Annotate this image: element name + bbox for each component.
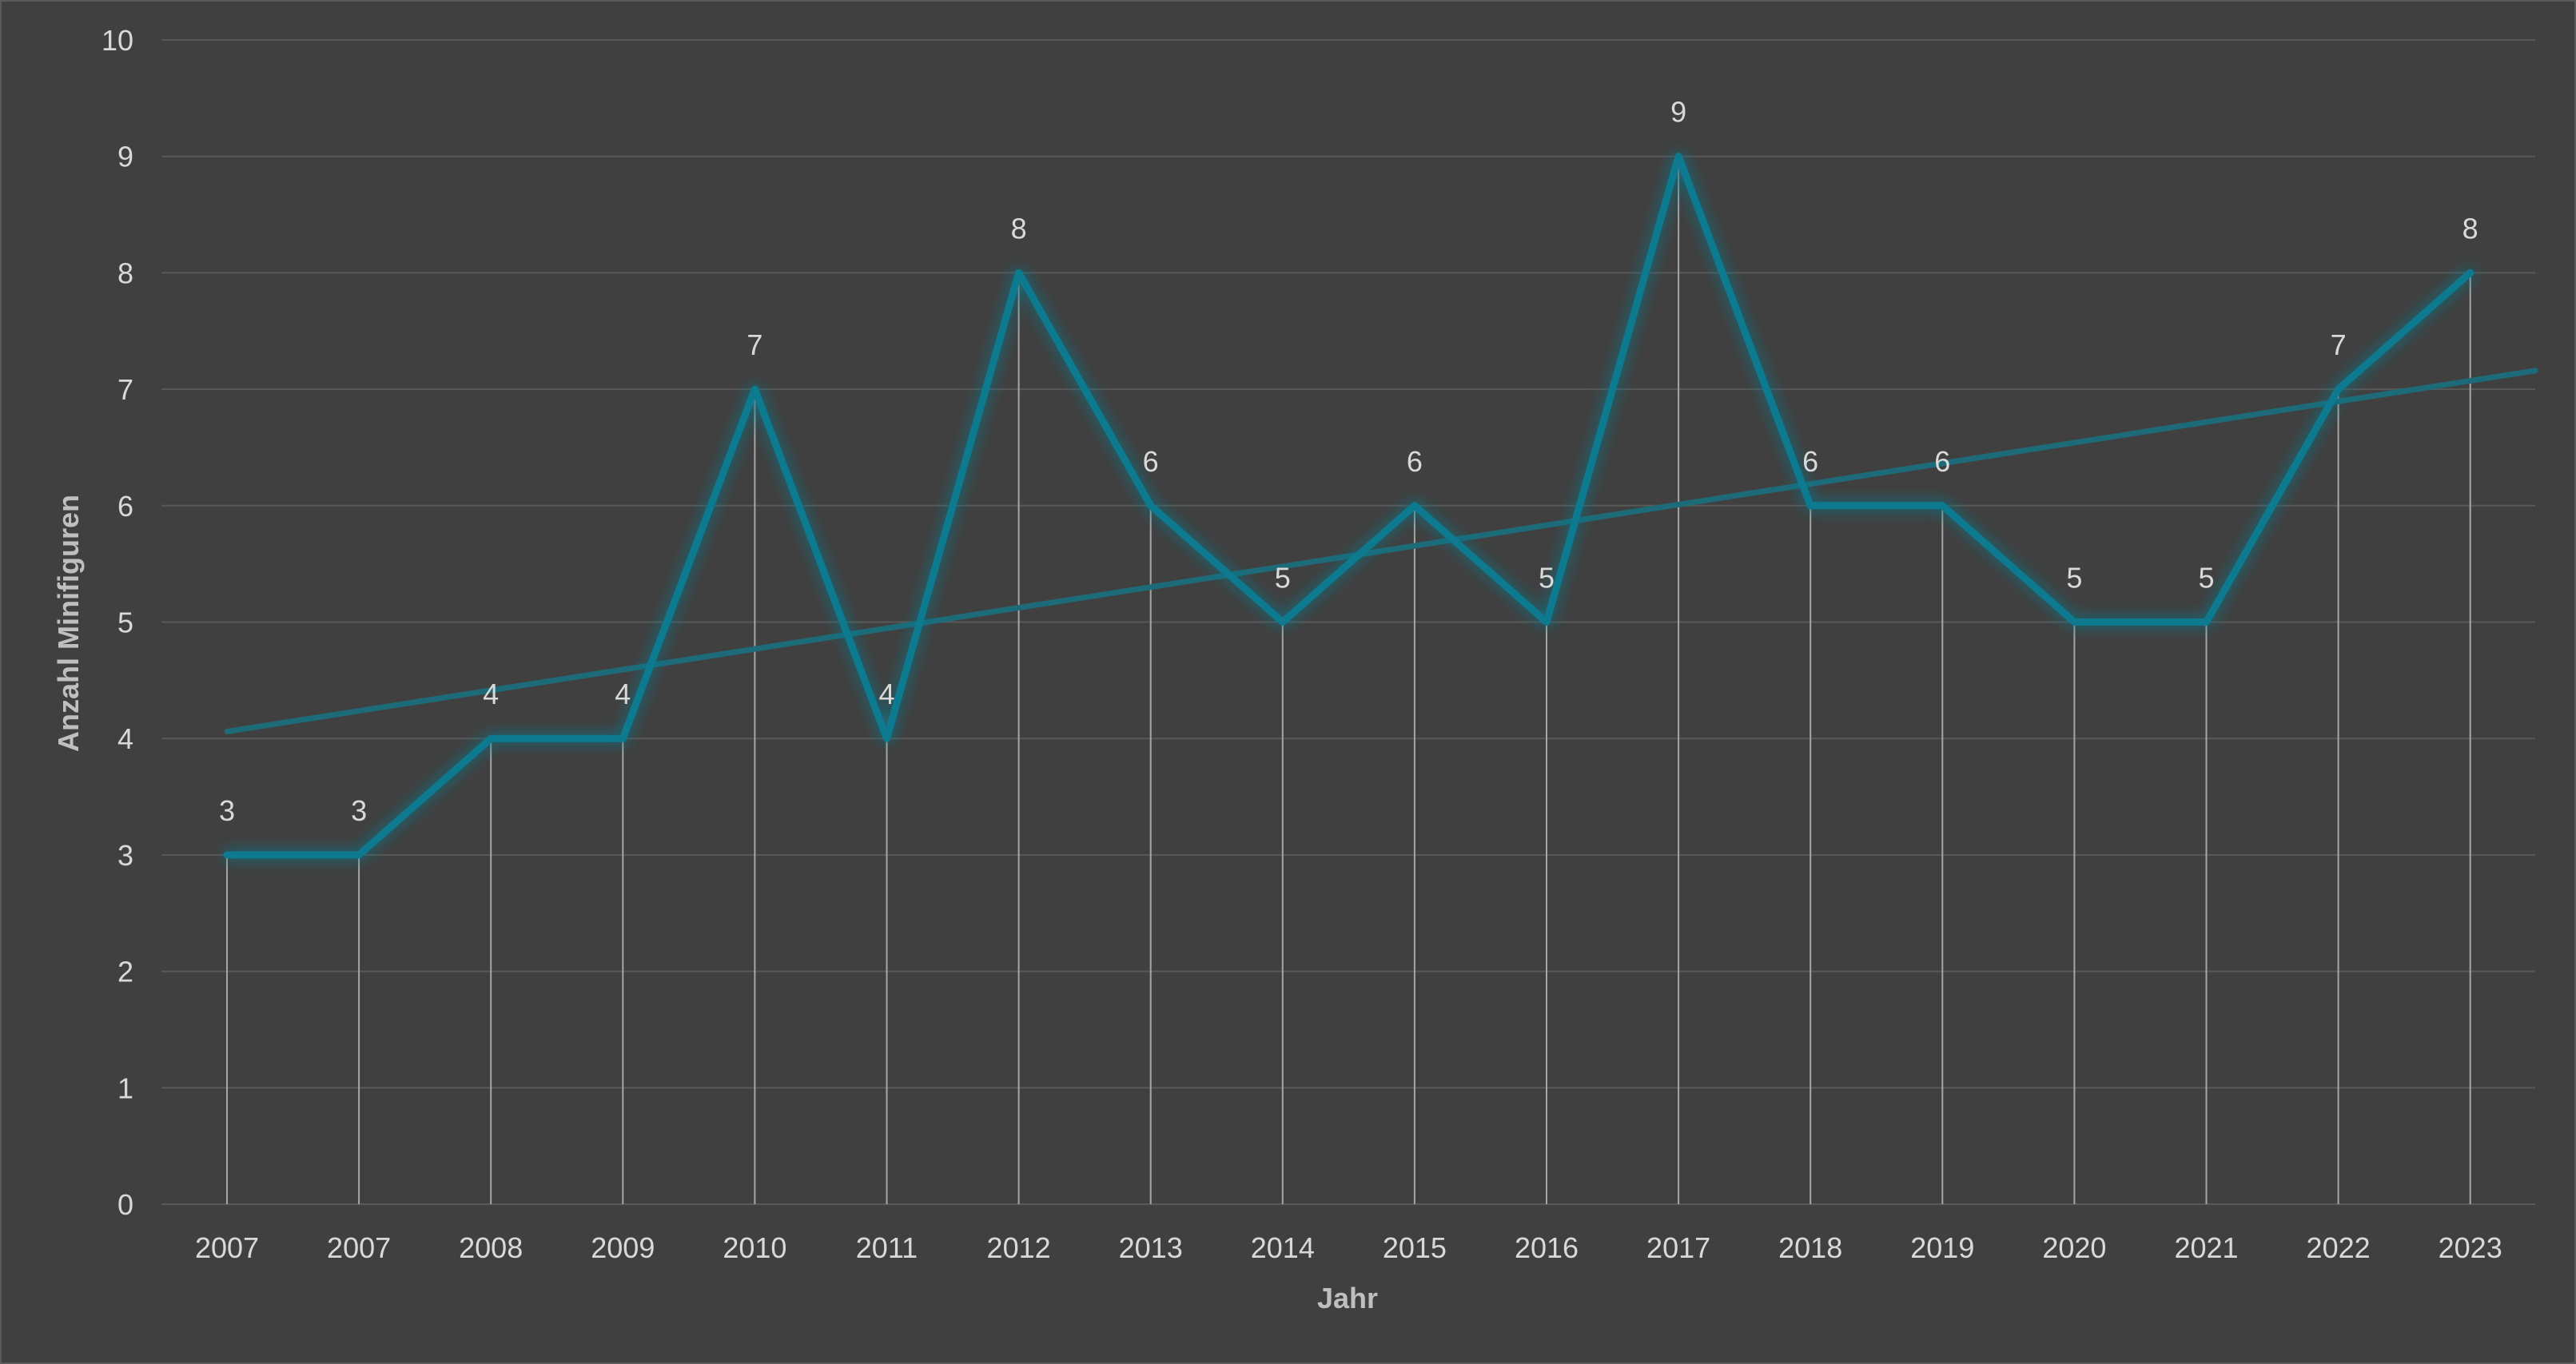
x-tick-label: 2011 (856, 1231, 918, 1264)
x-tick-label: 2009 (591, 1231, 655, 1264)
y-tick-label: 6 (117, 490, 133, 523)
x-tick-label: 2007 (327, 1231, 391, 1264)
y-axis-title: Anzahl Minifiguren (52, 495, 85, 752)
data-point (886, 738, 888, 740)
data-point (1810, 504, 1812, 507)
y-axis-tick-labels: 0 1 2 3 4 5 6 7 8 9 10 (102, 24, 133, 1221)
x-tick-label: 2016 (1515, 1231, 1579, 1264)
data-point (2337, 388, 2339, 391)
x-tick-label: 2008 (459, 1231, 523, 1264)
drop-lines (226, 156, 2471, 1204)
trendline-group (224, 368, 2538, 734)
x-tick-label: 2012 (987, 1231, 1051, 1264)
data-point (1017, 272, 1020, 274)
data-label: 7 (2331, 328, 2347, 361)
data-point (754, 388, 756, 391)
y-tick-label: 10 (102, 24, 133, 57)
data-point (2469, 272, 2471, 274)
x-axis-title: Jahr (1317, 1282, 1378, 1314)
data-point (226, 853, 228, 856)
data-point (1678, 155, 1680, 157)
data-label: 3 (219, 794, 235, 827)
data-label: 4 (615, 678, 631, 710)
data-label: 5 (1275, 562, 1291, 595)
x-tick-label: 2022 (2307, 1231, 2371, 1264)
x-tick-label: 2013 (1119, 1231, 1183, 1264)
gridlines (161, 39, 2535, 1205)
data-point (2073, 621, 2076, 623)
data-point (1281, 621, 1284, 623)
y-tick-label: 5 (117, 606, 133, 639)
y-tick-label: 8 (117, 256, 133, 289)
x-tick-label: 2021 (2174, 1231, 2238, 1264)
data-label: 5 (2198, 562, 2214, 595)
x-tick-label: 2020 (2042, 1231, 2106, 1264)
y-tick-label: 0 (117, 1188, 133, 1221)
x-tick-label: 2017 (1646, 1231, 1710, 1264)
x-tick-label: 2023 (2439, 1231, 2502, 1264)
x-axis-tick-labels: 2007 2007 2008 2009 2010 2011 2012 2013 2014 2015… (195, 1231, 2502, 1264)
data-point (2205, 621, 2208, 623)
data-point (358, 853, 360, 856)
data-label: 8 (1011, 212, 1027, 245)
data-label: 6 (1802, 445, 1818, 478)
x-tick-label: 2014 (1251, 1231, 1315, 1264)
series-group (223, 153, 2474, 859)
data-point (1941, 504, 1944, 507)
data-labels: 3 3 4 4 7 4 8 6 5 6 5 9 6 6 5 5 7 8 (219, 96, 2478, 827)
y-tick-label: 2 (117, 956, 133, 988)
data-label: 9 (1670, 96, 1686, 129)
data-point (490, 738, 492, 740)
data-label: 4 (483, 678, 499, 710)
data-label: 4 (878, 678, 894, 710)
data-label: 5 (2066, 562, 2082, 595)
data-label: 7 (747, 328, 762, 361)
data-label: 6 (1407, 445, 1423, 478)
x-tick-label: 2015 (1383, 1231, 1447, 1264)
data-label: 6 (1934, 445, 1950, 478)
x-tick-label: 2018 (1778, 1231, 1842, 1264)
data-label: 3 (351, 794, 367, 827)
trendline (224, 368, 2538, 734)
x-tick-label: 2019 (1910, 1231, 1974, 1264)
data-point (622, 738, 624, 740)
y-tick-label: 3 (117, 839, 133, 872)
y-tick-label: 9 (117, 141, 133, 173)
data-point (1546, 621, 1547, 623)
data-point (1413, 504, 1415, 507)
y-tick-label: 7 (117, 373, 133, 406)
data-label: 5 (1539, 562, 1555, 595)
x-tick-label: 2010 (723, 1231, 786, 1264)
data-label: 6 (1143, 445, 1159, 478)
data-point (1149, 504, 1152, 507)
y-tick-label: 1 (117, 1072, 133, 1104)
x-tick-label: 2007 (195, 1231, 259, 1264)
data-label: 8 (2463, 212, 2478, 245)
y-tick-label: 4 (117, 722, 133, 755)
series-line (223, 153, 2474, 859)
